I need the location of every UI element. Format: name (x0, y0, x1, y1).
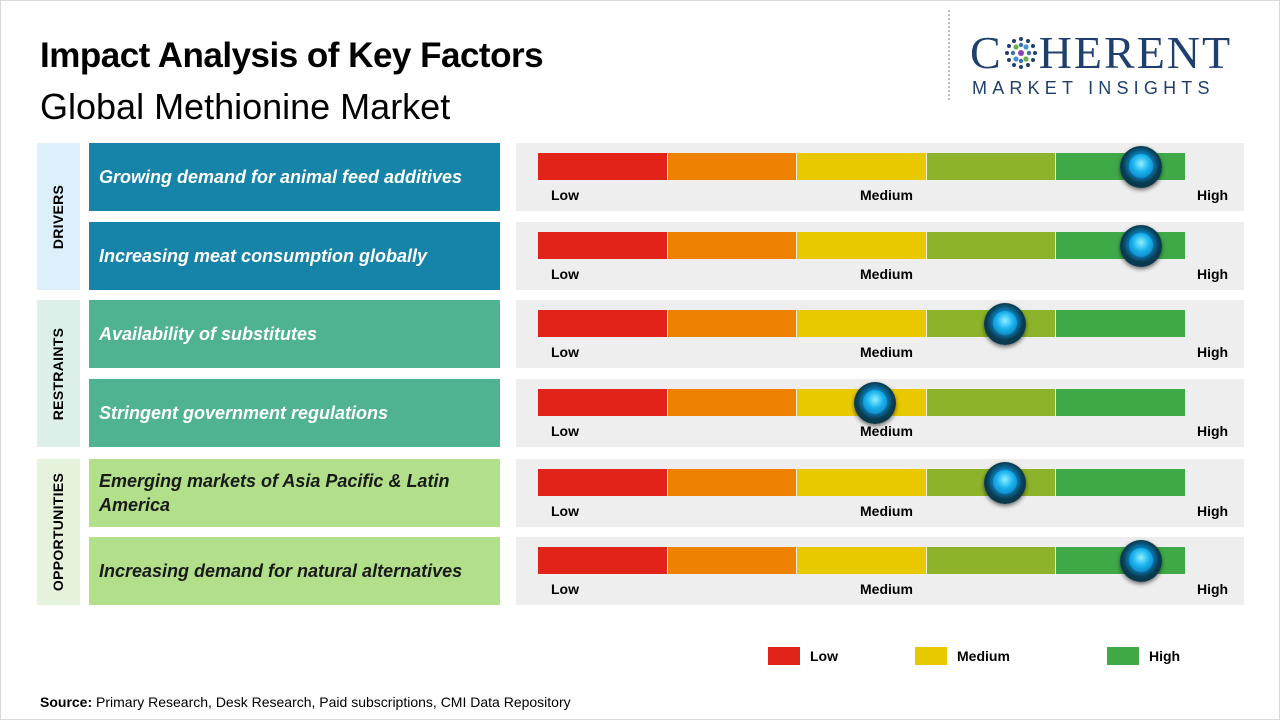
meter-segment (667, 389, 797, 416)
impact-marker (853, 382, 896, 424)
meter-segment (926, 547, 1056, 574)
scale-label-medium: Medium (860, 503, 913, 519)
legend-label: High (1149, 648, 1181, 664)
legend-item: Medium (915, 647, 1010, 665)
meter-segment (797, 547, 926, 574)
meter-segment (1056, 469, 1185, 496)
meter-segment (1056, 310, 1185, 337)
impact-marker (1119, 540, 1162, 582)
meter-segment (538, 153, 667, 180)
impact-marker (1119, 225, 1162, 267)
meter-segment (538, 469, 667, 496)
logo-divider (948, 10, 950, 100)
factor-label: Increasing meat consumption globally (89, 222, 500, 290)
category-label: OPPORTUNITIES (50, 472, 67, 592)
category-drivers: DRIVERS (37, 143, 80, 290)
factor-label: Increasing demand for natural alternativ… (89, 537, 500, 605)
meter-segment (667, 232, 797, 259)
legend-item: High (1107, 647, 1180, 665)
category-restraints: RESTRAINTS (37, 300, 80, 447)
page-subtitle: Global Methionine Market (40, 86, 451, 127)
source-label: Source: (40, 694, 93, 710)
category-label: DRIVERS (50, 184, 67, 249)
scale-label-high: High (1197, 423, 1229, 439)
meter-segment (797, 232, 926, 259)
impact-meter: Low Medium High (516, 537, 1244, 605)
scale-label-medium: Medium (860, 423, 913, 439)
scale-label-high: High (1197, 503, 1229, 519)
meter-segment (926, 153, 1056, 180)
scale-label-high: High (1197, 344, 1229, 360)
meter-segment (797, 310, 926, 337)
impact-marker (983, 303, 1026, 345)
factor-label: Availability of substitutes (89, 300, 500, 368)
impact-meter: Low Medium High (516, 143, 1244, 211)
scale-label-high: High (1197, 187, 1229, 203)
legend-swatch (915, 647, 947, 665)
scale-label-low: Low (551, 423, 579, 439)
legend-label: Medium (957, 648, 1010, 664)
meter-segment (538, 547, 667, 574)
source-note: Source: Primary Research, Desk Research,… (40, 694, 571, 710)
legend-swatch (1107, 647, 1139, 665)
impact-marker (1119, 146, 1162, 188)
scale-label-medium: Medium (860, 187, 913, 203)
brand-logo: C HERENT (970, 27, 1233, 78)
meter-segment (926, 389, 1056, 416)
scale-label-low: Low (551, 187, 579, 203)
impact-marker (983, 462, 1026, 504)
legend-item: Low (768, 647, 838, 665)
meter-segment (667, 310, 797, 337)
impact-meter: Low Medium High (516, 379, 1244, 447)
meter-segment (926, 232, 1056, 259)
meter-segment (797, 469, 926, 496)
scale-label-medium: Medium (860, 581, 913, 597)
factor-label: Emerging markets of Asia Pacific & Latin… (89, 459, 500, 527)
category-label: RESTRAINTS (50, 327, 67, 420)
category-opportunities: OPPORTUNITIES (37, 459, 80, 605)
meter-segment (538, 389, 667, 416)
page-title: Impact Analysis of Key Factors (40, 36, 544, 75)
impact-meter: Low Medium High (516, 459, 1244, 527)
legend-label: Low (810, 648, 838, 664)
scale-label-high: High (1197, 581, 1229, 597)
legend-swatch (768, 647, 800, 665)
meter-segment (667, 469, 797, 496)
globe-dots-icon (1004, 37, 1037, 69)
meter-segment (538, 310, 667, 337)
meter-segment (667, 547, 797, 574)
brand-tagline: MARKET INSIGHTS (972, 78, 1215, 98)
factor-label: Growing demand for animal feed additives (89, 143, 500, 211)
impact-meter: Low Medium High (516, 300, 1244, 368)
scale-label-low: Low (551, 503, 579, 519)
scale-label-low: Low (551, 266, 579, 282)
meter-segment (667, 153, 797, 180)
scale-label-high: High (1197, 266, 1229, 282)
factor-label: Stringent government regulations (89, 379, 500, 447)
scale-label-low: Low (551, 581, 579, 597)
scale-label-low: Low (551, 344, 579, 360)
scale-label-medium: Medium (860, 344, 913, 360)
meter-segment (538, 232, 667, 259)
source-text: Primary Research, Desk Research, Paid su… (92, 694, 571, 710)
impact-meter: Low Medium High (516, 222, 1244, 290)
meter-segment (1056, 389, 1185, 416)
scale-label-medium: Medium (860, 266, 913, 282)
meter-segment (797, 153, 926, 180)
